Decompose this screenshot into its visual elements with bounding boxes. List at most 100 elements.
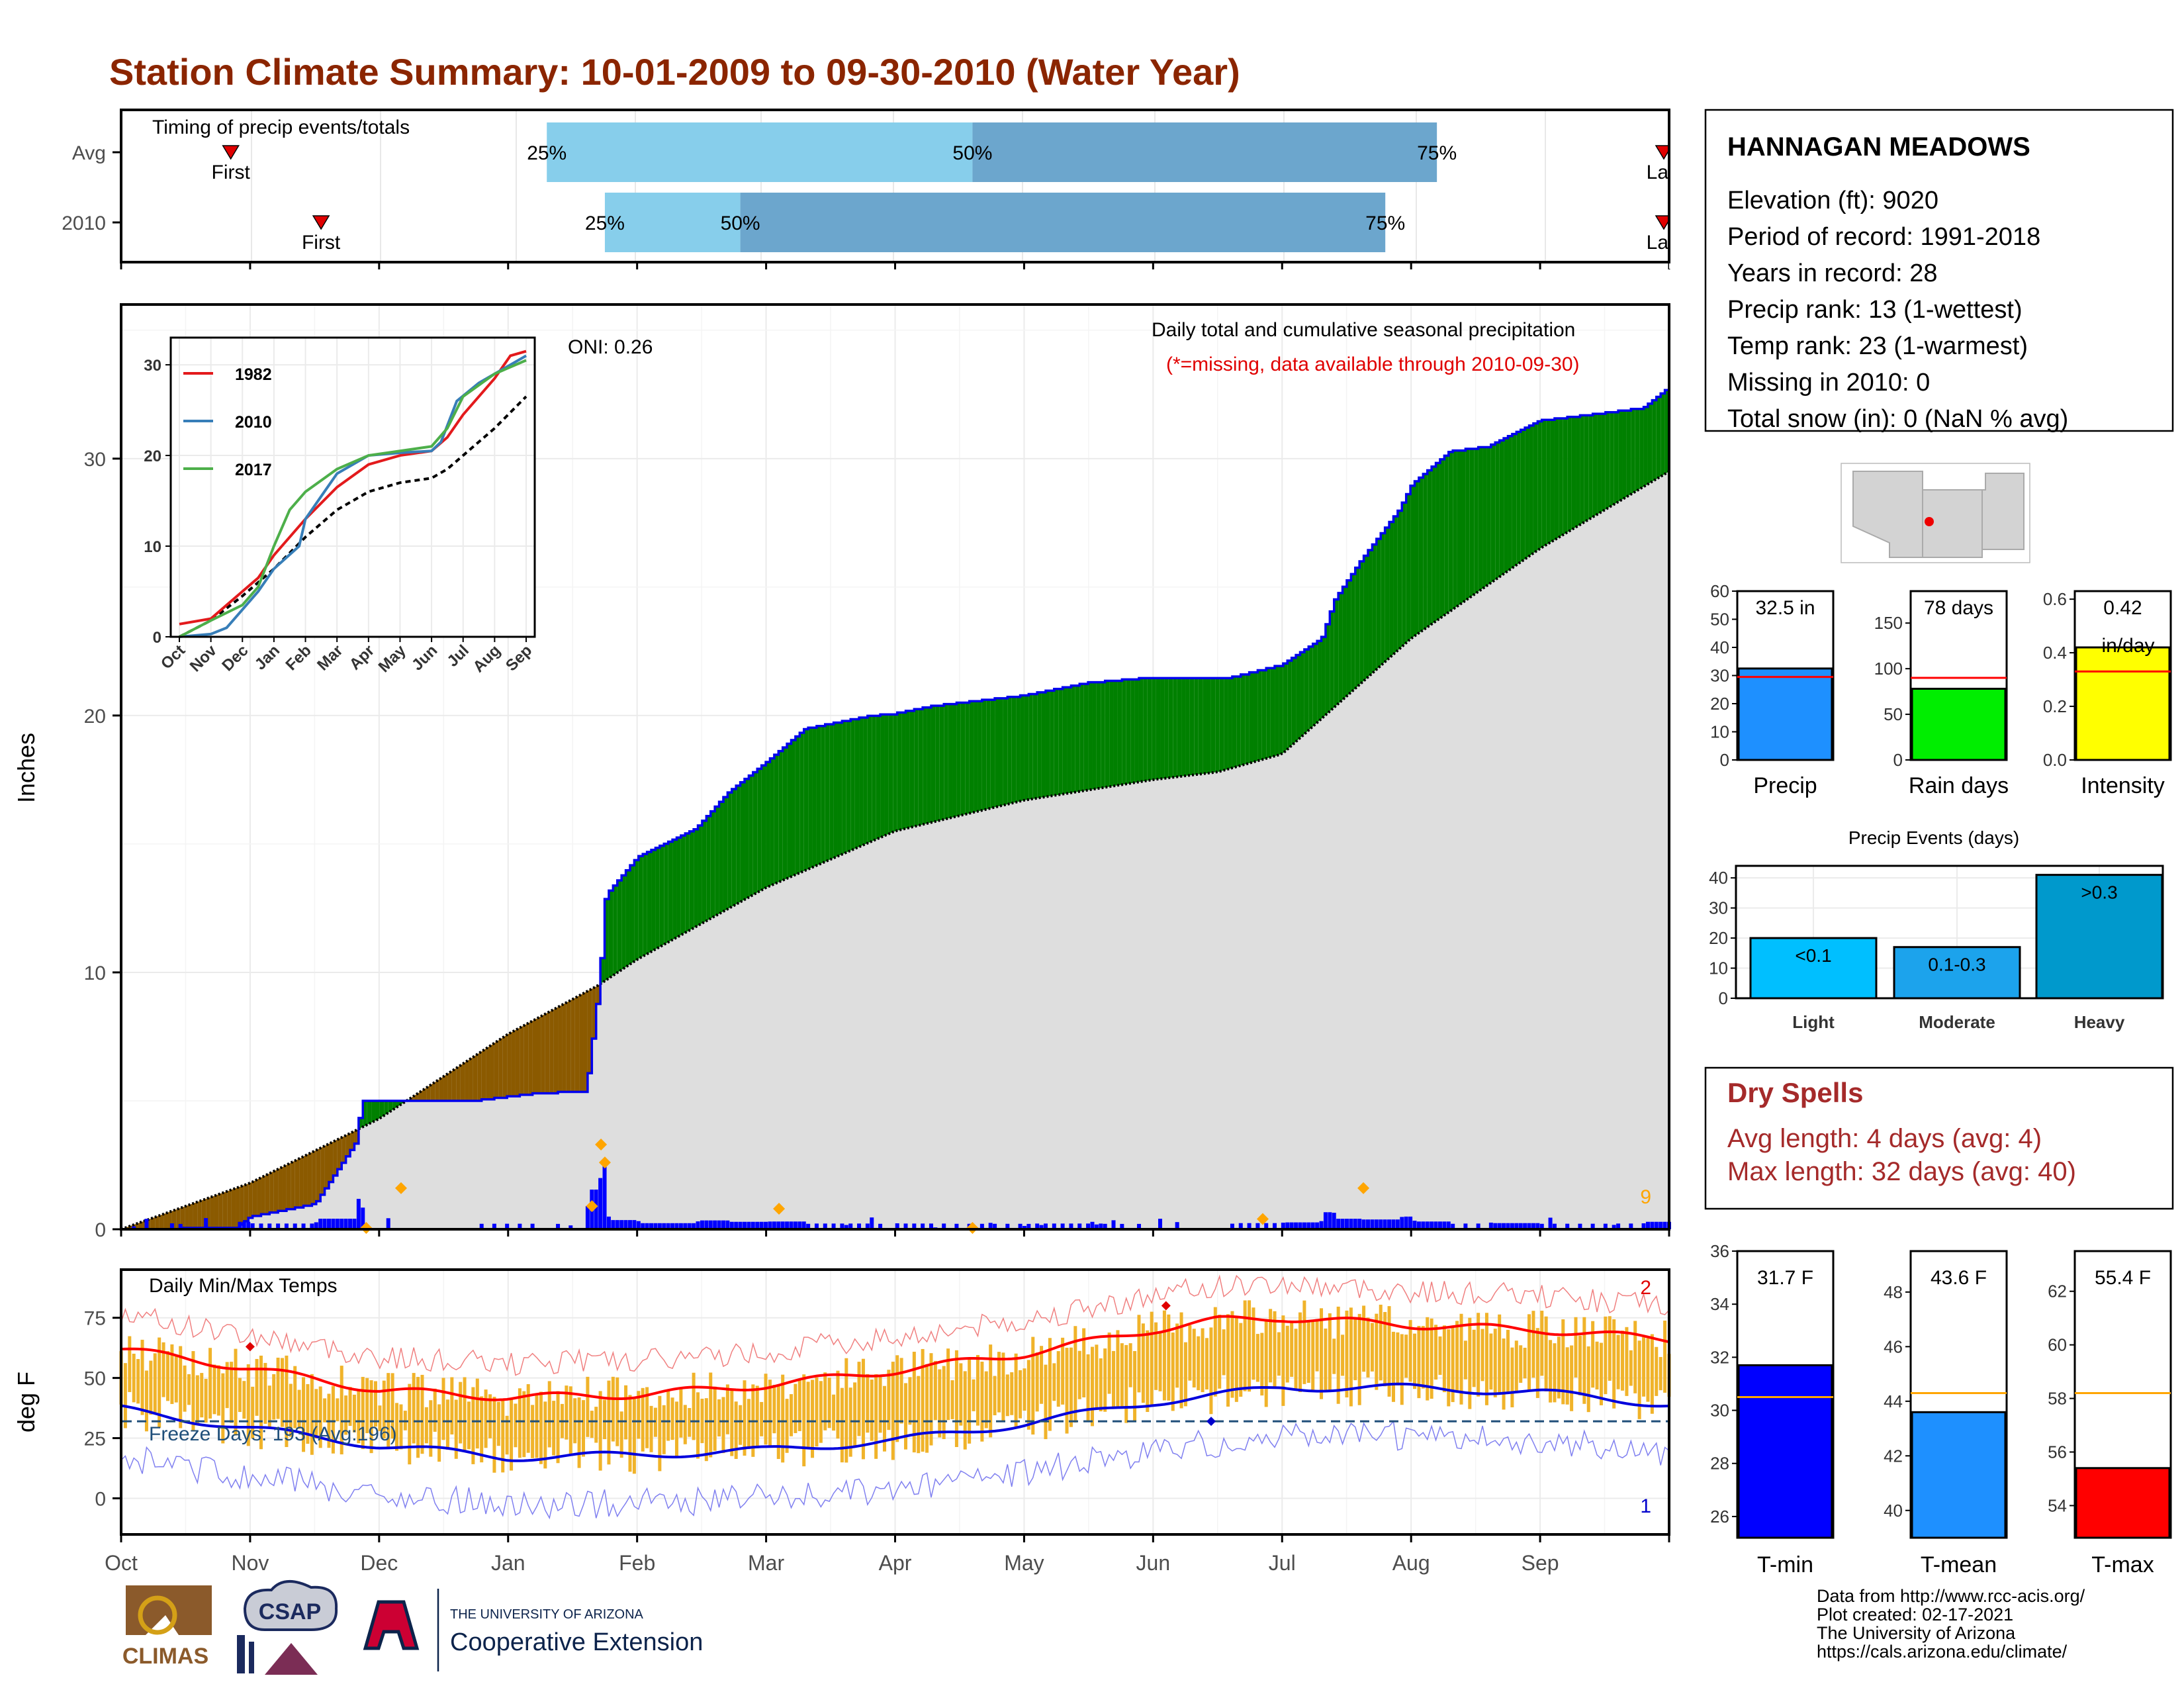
daily-temp-bar [1447,1329,1451,1407]
above-avg-fill [1385,528,1390,662]
daily-temp-bar [187,1374,191,1405]
daily-temp-bar [1608,1316,1612,1381]
events-tick: 40 [1709,868,1728,888]
daily-temp-bar [785,1399,789,1453]
above-avg-fill [948,704,953,819]
daily-temp-bar [1510,1347,1514,1407]
daily-temp-bar [1341,1335,1345,1376]
above-avg-fill [367,1100,372,1125]
daily-precip-bar [1391,1219,1396,1229]
daily-precip-bar [1629,1223,1633,1229]
daily-temp-bar [857,1362,861,1436]
temp-indicator-value: 55.4 F [2095,1267,2151,1289]
daily-precip-bar [1039,1225,1044,1229]
below-avg-fill [418,1090,422,1101]
above-avg-fill [1096,682,1101,789]
daily-precip-bar [1302,1222,1306,1229]
above-avg-fill [927,707,931,824]
indicator-unit: in/day [2101,635,2154,657]
timing-bar-25-50 [547,122,973,182]
daily-temp-bar [1655,1346,1659,1396]
above-avg-fill [1584,415,1589,522]
temp-indicator-bar [1911,1411,2007,1539]
temp-indicator-label: T-mean [1921,1552,1997,1577]
daily-precip-bar [1650,1221,1655,1229]
above-avg-fill [850,719,855,851]
daily-precip-bar [772,1221,776,1229]
ua-logo-a [363,1600,420,1650]
y-axis-label: deg F [13,1372,40,1432]
indicator-value: 32.5 in [1755,597,1815,619]
daily-precip-bar [789,1221,794,1229]
daily-temp-bar [1387,1306,1391,1397]
above-avg-fill [1465,449,1470,601]
indicator-bar [1737,667,1833,761]
daily-precip-bar [1539,1223,1544,1229]
daily-temp-bar [1413,1333,1417,1389]
daily-temp-bar [475,1378,479,1449]
daily-precip-bar [340,1219,344,1229]
indicator-tick: 150 [1874,613,1903,633]
daily-precip-bar [1022,1225,1026,1229]
below-avg-fill [511,1030,516,1097]
daily-temp-bar [904,1383,908,1450]
below-avg-fill [286,1162,291,1209]
above-avg-fill [1618,410,1623,502]
temp-indicator-tick: 42 [1884,1446,1903,1466]
below-avg-fill [163,1212,168,1229]
credit-line: Plot created: 02-17-2021 [1817,1605,2013,1624]
above-avg-fill [986,700,991,810]
above-avg-fill [816,726,821,866]
daily-precip-bar [700,1220,704,1229]
above-avg-fill [1067,687,1071,794]
daily-temp-bar [1519,1345,1523,1383]
daily-temp-bar [649,1405,653,1452]
above-avg-fill [808,727,813,870]
above-avg-fill [1304,649,1309,734]
daily-temp-bar [1090,1346,1094,1427]
below-avg-fill [282,1164,287,1211]
above-avg-fill [1130,679,1135,784]
daily-temp-bar [1434,1325,1438,1380]
above-avg-fill [1423,473,1428,630]
indicator-tick: 40 [1710,637,1729,657]
events-tick: 10 [1709,959,1728,978]
above-avg-fill [1529,425,1533,557]
daily-temp-bar [1302,1300,1306,1384]
daily-temp-bar [1061,1337,1065,1405]
daily-temp-bar [1535,1328,1539,1398]
above-avg-fill [740,782,745,902]
daily-temp-bar [1616,1335,1620,1389]
daily-temp-bar [165,1351,169,1401]
timing-title: Timing of precip events/totals [152,117,410,138]
daily-temp-bar [641,1387,645,1452]
daily-temp-bar [1010,1372,1014,1415]
indicator-bar [1911,687,2007,761]
daily-temp-bar [1086,1354,1090,1421]
inset-2017-line [179,359,527,638]
daily-temp-bar [628,1395,632,1472]
daily-precip-bar [594,1190,598,1229]
daily-temp-bar [1391,1331,1395,1402]
month-tick-label: Nov [231,1551,269,1575]
above-avg-fill [1359,561,1364,685]
daily-temp-bar [1523,1347,1527,1379]
above-avg-fill [1257,670,1262,761]
daily-temp-bar [136,1359,140,1404]
above-avg-fill [608,890,614,978]
above-avg-fill [1342,586,1347,700]
above-avg-fill [1054,688,1059,796]
above-avg-fill [731,788,737,907]
above-avg-fill [1376,539,1381,670]
daily-temp-bar [968,1357,972,1444]
daily-precip-bar [238,1221,242,1229]
daily-temp-bar [1472,1329,1476,1387]
above-avg-fill [799,732,804,873]
daily-precip-bar [327,1219,332,1229]
daily-precip-bar [1476,1223,1480,1229]
above-avg-fill [1279,666,1283,755]
daily-temp-bar [946,1348,950,1421]
above-avg-fill [1028,694,1033,800]
timing-p50: 50% [952,142,992,164]
above-avg-fill [803,729,809,871]
